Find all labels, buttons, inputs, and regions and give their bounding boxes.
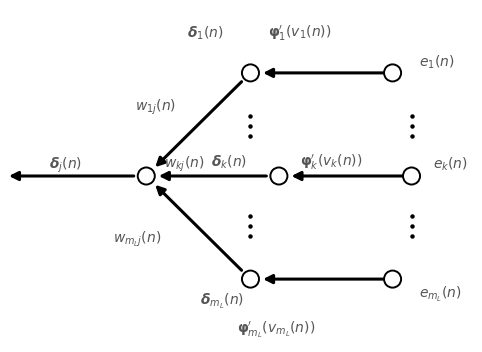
Text: $\boldsymbol{\delta}_k(n)$: $\boldsymbol{\delta}_k(n)$ — [211, 153, 247, 171]
Ellipse shape — [403, 168, 420, 184]
Text: $\boldsymbol{\delta}_{m_L}(n)$: $\boldsymbol{\delta}_{m_L}(n)$ — [200, 292, 244, 311]
Ellipse shape — [242, 64, 259, 81]
Text: $\boldsymbol{\varphi}_k'(v_k(n))$: $\boldsymbol{\varphi}_k'(v_k(n))$ — [300, 153, 362, 172]
Text: $\boldsymbol{\delta}_j(n)$: $\boldsymbol{\delta}_j(n)$ — [49, 156, 82, 175]
Text: $e_{m_L}(n)$: $e_{m_L}(n)$ — [419, 285, 461, 304]
Text: $\boldsymbol{\delta}_1(n)$: $\boldsymbol{\delta}_1(n)$ — [187, 25, 224, 42]
Text: $\boldsymbol{\varphi}_{m_L}'(v_{m_L}(n))$: $\boldsymbol{\varphi}_{m_L}'(v_{m_L}(n))… — [237, 320, 316, 340]
Ellipse shape — [138, 168, 155, 184]
Ellipse shape — [242, 271, 259, 288]
Text: $w_{m_Lj}(n)$: $w_{m_Lj}(n)$ — [113, 230, 161, 249]
Text: $w_{1j}(n)$: $w_{1j}(n)$ — [135, 98, 176, 117]
Text: $\boldsymbol{\varphi}_1'(v_1(n))$: $\boldsymbol{\varphi}_1'(v_1(n))$ — [268, 24, 332, 43]
Ellipse shape — [384, 271, 401, 288]
Ellipse shape — [384, 64, 401, 81]
Text: $e_1(n)$: $e_1(n)$ — [419, 54, 454, 71]
Text: $e_k(n)$: $e_k(n)$ — [433, 155, 468, 173]
Text: $w_{kj}(n)$: $w_{kj}(n)$ — [164, 154, 204, 174]
Ellipse shape — [270, 168, 287, 184]
